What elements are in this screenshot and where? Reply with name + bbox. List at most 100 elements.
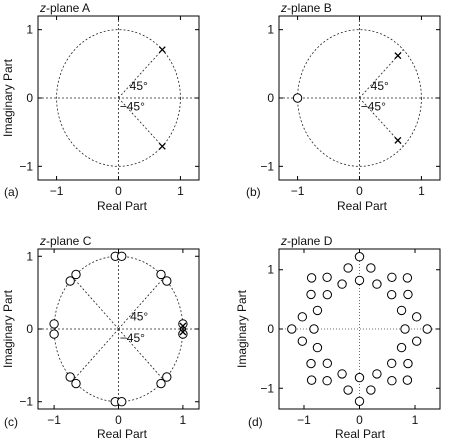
- panel-d-zero-marker: [372, 279, 382, 289]
- panel-b-ytick-label: 0: [267, 91, 274, 105]
- panel-a-xtick-label: −1: [50, 184, 64, 198]
- panel-d-zero-marker: [411, 336, 422, 346]
- panel-c-zero-marker: [178, 319, 188, 329]
- panel-b-angle-ray-1: [359, 97, 404, 147]
- panel-c-angle-label-neg: −45°: [120, 331, 145, 345]
- panel-d-xtick-label: 0: [356, 413, 363, 427]
- panel-a: z-plane A Imaginary Part Real Part (a) 4…: [1, 1, 200, 213]
- panel-d-zero-marker: [411, 312, 422, 322]
- panel-a-angle-ray-0: [118, 49, 163, 99]
- panel-d-zero-marker: [396, 305, 407, 316]
- panel-d-zero-marker: [337, 369, 347, 379]
- panel-c-zero-marker: [156, 378, 166, 389]
- panel-d-zero-marker: [312, 305, 323, 316]
- panel-a-xtick-label: 0: [115, 184, 122, 198]
- panel-d-zero-marker: [386, 358, 397, 369]
- panel-c-pole-marker: [179, 322, 187, 330]
- panel-d-zero-marker: [366, 263, 376, 273]
- panel-a-xtick-label: 1: [177, 184, 184, 198]
- panel-b-angle-label-neg: −45°: [361, 99, 386, 113]
- panel-d: z-plane D Imaginary Part Real Part (d) −…: [235, 234, 441, 441]
- panel-c-angle-label-pos: 45°: [130, 309, 148, 323]
- panel-d-zero-marker: [297, 336, 308, 346]
- panel-c-ytick-label: 0: [26, 322, 33, 336]
- panel-d-ylabel: Imaginary Part: [235, 289, 249, 368]
- panel-d-ytick-label: 0: [267, 322, 274, 336]
- panel-d-zero-marker: [343, 263, 353, 273]
- panel-b-pole-marker: [394, 136, 402, 144]
- panel-c-zero-marker: [49, 319, 59, 329]
- panel-d-zero-marker: [403, 289, 413, 300]
- panel-d-zero-marker: [306, 289, 316, 300]
- panel-a-unit-circle: [56, 29, 181, 167]
- panel-a-angle-label-neg: −45°: [120, 99, 145, 113]
- panel-b-pole-marker: [394, 52, 402, 60]
- panel-d-zero-marker: [297, 312, 308, 322]
- panel-c-zero-marker: [65, 372, 75, 382]
- panel-b-xtick-label: −1: [291, 184, 305, 198]
- panel-c-ylabel: Imaginary Part: [1, 289, 15, 368]
- panel-c-ytick-label: 1: [26, 249, 33, 263]
- panel-b-angle-label-pos: 45°: [371, 79, 389, 93]
- panel-d-zero-marker: [354, 275, 365, 286]
- panel-d-zero-marker: [322, 358, 333, 369]
- panel-d-ytick-label: 1: [267, 263, 274, 277]
- panel-d-zero-marker: [322, 376, 332, 386]
- panel-c-zero-marker: [71, 269, 81, 280]
- panel-d-zero-marker: [306, 273, 317, 283]
- panel-d-zero-marker: [396, 342, 407, 353]
- panel-c-xtick-label: 0: [115, 413, 122, 427]
- panel-a-ytick-label: 1: [26, 23, 33, 37]
- panel-a-ylabel: Imaginary Part: [1, 58, 15, 137]
- panel-c-zero-marker: [49, 329, 59, 339]
- panel-d-zero-marker: [422, 324, 432, 334]
- panel-d-xlabel: Real Part: [335, 427, 386, 441]
- panel-c-xlabel: Real Part: [97, 427, 148, 441]
- panel-d-zero-marker: [343, 385, 353, 395]
- panel-d-zero-marker: [306, 375, 317, 385]
- panel-d-zero-marker: [312, 342, 323, 353]
- panel-b-angle-ray-0: [359, 49, 404, 99]
- panel-c-ytick-label: −1: [19, 395, 33, 409]
- panel-d-zero-marker: [403, 358, 413, 369]
- panel-d-caption: (d): [248, 415, 263, 429]
- panel-a-angle-label-pos: 45°: [130, 79, 148, 93]
- panel-d-zero-marker: [322, 272, 332, 282]
- panel-c-zero-marker: [117, 397, 127, 407]
- panel-d-xtick-label: −1: [297, 413, 311, 427]
- panel-b-ytick-label: 1: [267, 23, 274, 37]
- panel-d-zero-marker: [306, 358, 316, 369]
- panel-c-xtick-label: 1: [180, 413, 187, 427]
- panel-d-zero-marker: [309, 324, 319, 334]
- panel-c-pole-marker: [179, 328, 187, 336]
- panel-d-zero-marker: [387, 272, 397, 282]
- panel-c: z-plane C Imaginary Part Real Part (c) 4…: [1, 234, 200, 441]
- panel-d-xtick-label: 1: [412, 413, 419, 427]
- panel-a-pole-marker: [158, 46, 166, 54]
- panel-d-zero-marker: [287, 324, 297, 334]
- panel-b-zero-marker: [292, 93, 303, 103]
- panel-c-caption: (c): [4, 415, 18, 429]
- panel-d-zero-marker: [354, 396, 365, 406]
- panel-b-xlabel: Real Part: [337, 199, 388, 213]
- panel-c-zero-marker: [71, 378, 81, 389]
- panel-c-zero-marker: [162, 372, 172, 382]
- panel-a-ytick-label: 0: [26, 91, 33, 105]
- panel-d-zero-marker: [366, 385, 376, 395]
- panel-d-zero-marker: [400, 324, 410, 334]
- panel-d-ytick-label: −1: [260, 381, 274, 395]
- panel-b-xtick-label: 0: [356, 184, 363, 198]
- panel-b-ytick-label: −1: [260, 159, 274, 173]
- panel-d-zero-marker: [354, 252, 365, 262]
- panel-d-zero-marker: [402, 273, 413, 283]
- panel-c-title: z-plane C: [39, 234, 92, 248]
- panel-b-title: z-plane B: [280, 1, 332, 15]
- panel-d-zero-marker: [372, 369, 382, 379]
- panel-c-angle-ray-3: [72, 328, 119, 381]
- panel-b-caption: (b): [246, 185, 261, 199]
- panel-b: z-plane B Real Part (b) 45° −45° −1 1 0 0 1 −1: [246, 1, 441, 213]
- panel-c-angle-ray-1: [118, 328, 165, 381]
- panel-a-pole-marker: [158, 142, 166, 150]
- panel-c-zero-marker: [156, 269, 166, 280]
